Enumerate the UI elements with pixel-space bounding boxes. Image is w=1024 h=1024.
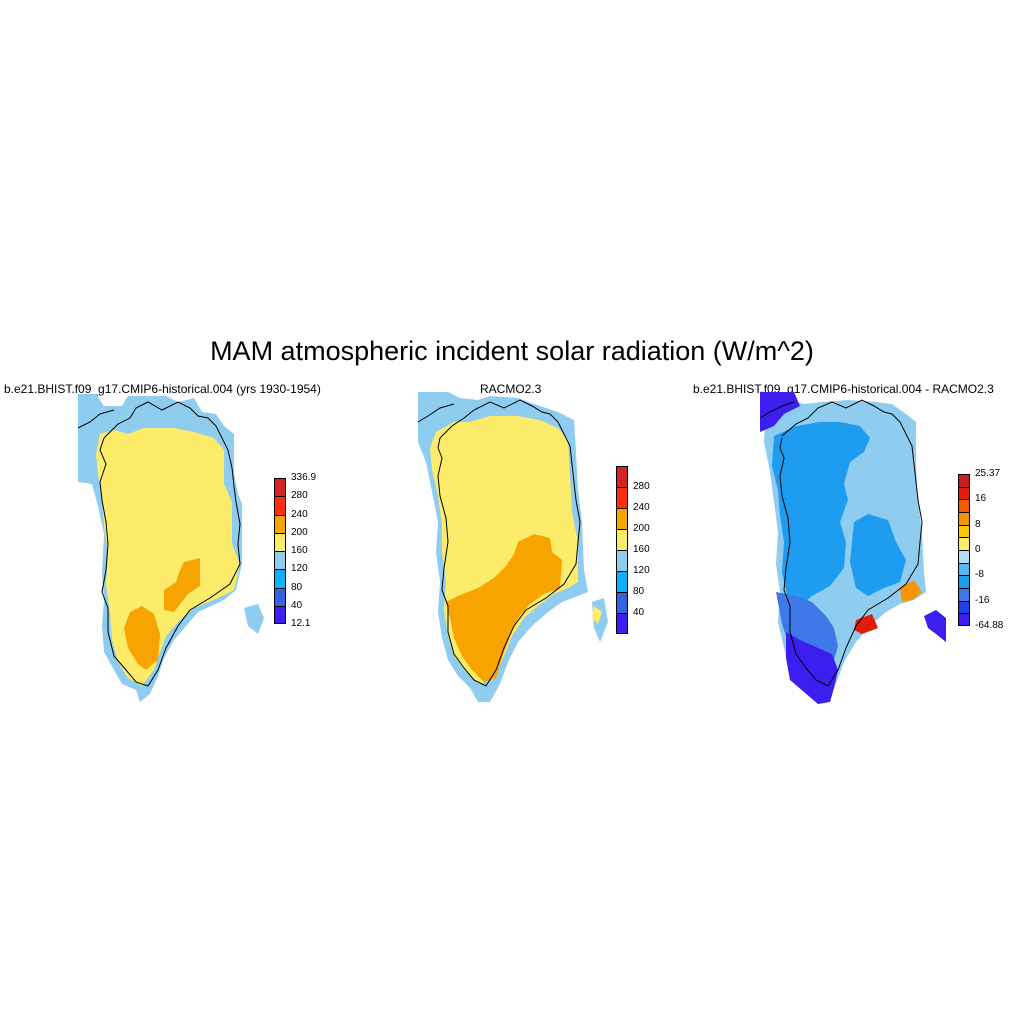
- map-fill-orange: [446, 534, 562, 682]
- colorbar-swatch: [958, 537, 970, 550]
- coastline: [99, 401, 241, 687]
- colorbar-swatch: [274, 569, 286, 588]
- colorbar-swatch: [958, 600, 970, 614]
- colorbar-model: 12.1 40 80 120 160 200 240 280 336.9: [274, 472, 354, 629]
- colorbar-tick-label: 25.37: [975, 468, 1001, 479]
- colorbar-swatch: [616, 529, 628, 550]
- colorbar-swatch: [616, 508, 628, 529]
- colorbar-racmo: 40 80 120 160 200 240 280: [616, 466, 696, 634]
- colorbar-swatch: [958, 512, 970, 525]
- colorbar-swatch: [958, 613, 970, 626]
- colorbar-swatch: [958, 575, 970, 588]
- colorbar-swatch: [274, 478, 286, 497]
- colorbar-tick-label: -16: [975, 594, 990, 606]
- colorbar-tick-label: 280: [633, 481, 650, 492]
- colorbar-tick-label: 336.9: [291, 472, 317, 483]
- colorbar-tick-label: 160: [291, 545, 308, 556]
- map-fill-blue: [772, 422, 906, 606]
- colorbar-difference: -64.88 -16 -8 0 8 16 25.37: [958, 468, 1022, 631]
- colorbar-tick-label: 40: [633, 607, 645, 618]
- coastline-north: [77, 409, 115, 429]
- colorbar-tick-label: 120: [633, 565, 650, 576]
- colorbar-swatch: [958, 550, 970, 563]
- colorbar-tick-label: 120: [291, 563, 308, 575]
- coastline: [437, 399, 581, 687]
- greenland-map-racmo: [417, 392, 608, 702]
- figure-title: MAM atmospheric incident solar radiation…: [210, 336, 814, 366]
- colorbar-swatch: [616, 550, 628, 571]
- colorbar-swatch: [958, 486, 970, 500]
- colorbar-tick-label: 200: [291, 526, 308, 538]
- colorbar-swatch: [274, 605, 286, 624]
- colorbar-swatch: [616, 571, 628, 592]
- colorbar-swatch: [958, 562, 970, 576]
- coastline-north: [759, 401, 795, 419]
- colorbar-tick-label: 200: [633, 523, 650, 534]
- colorbar-swatch: [958, 474, 970, 487]
- map-fill-orange: [124, 558, 200, 670]
- colorbar-tick-label: 8: [975, 518, 981, 530]
- colorbar-tick-label: 240: [633, 502, 650, 513]
- map-fill-orange: [900, 580, 922, 602]
- greenland-map-model: [77, 394, 264, 702]
- map-fill-deep-blue: [760, 392, 946, 704]
- colorbar-swatch: [274, 551, 286, 570]
- colorbar-tick-label: 240: [291, 508, 308, 520]
- colorbar-swatch: [616, 592, 628, 613]
- colorbar-tick-label: 16: [975, 493, 987, 505]
- panel-title-model: b.e21.BHIST.f09_g17.CMIP6-historical.004…: [4, 382, 321, 396]
- colorbar-swatch: [274, 532, 286, 551]
- colorbar-tick-label: -8: [975, 569, 984, 581]
- greenland-map-difference: [759, 392, 946, 704]
- coastline-north: [417, 403, 455, 423]
- map-fill-red: [854, 614, 878, 634]
- colorbar-swatch: [274, 587, 286, 606]
- colorbar-swatch: [958, 499, 970, 512]
- colorbar-tick-label: 12.1: [291, 618, 311, 629]
- colorbar-tick-label: -64.88: [975, 620, 1004, 631]
- colorbar-tick-label: 80: [633, 586, 645, 597]
- colorbar-swatch: [616, 466, 628, 487]
- colorbar-tick-label: 40: [291, 599, 303, 611]
- colorbar-tick-label: 0: [975, 544, 981, 555]
- panel-title-racmo: RACMO2.3: [480, 382, 542, 396]
- colorbar-swatch: [274, 496, 286, 515]
- colorbar-swatch: [274, 514, 286, 533]
- colorbar-tick-label: 280: [291, 490, 308, 502]
- colorbar-swatch: [616, 613, 628, 634]
- colorbar-swatch: [958, 524, 970, 538]
- colorbar-swatch: [958, 588, 970, 601]
- map-fill-small-island: [592, 606, 602, 624]
- colorbar-tick-label: 80: [291, 581, 303, 593]
- colorbar-swatch: [616, 487, 628, 508]
- coastline: [779, 399, 923, 687]
- colorbar-tick-label: 160: [633, 544, 650, 555]
